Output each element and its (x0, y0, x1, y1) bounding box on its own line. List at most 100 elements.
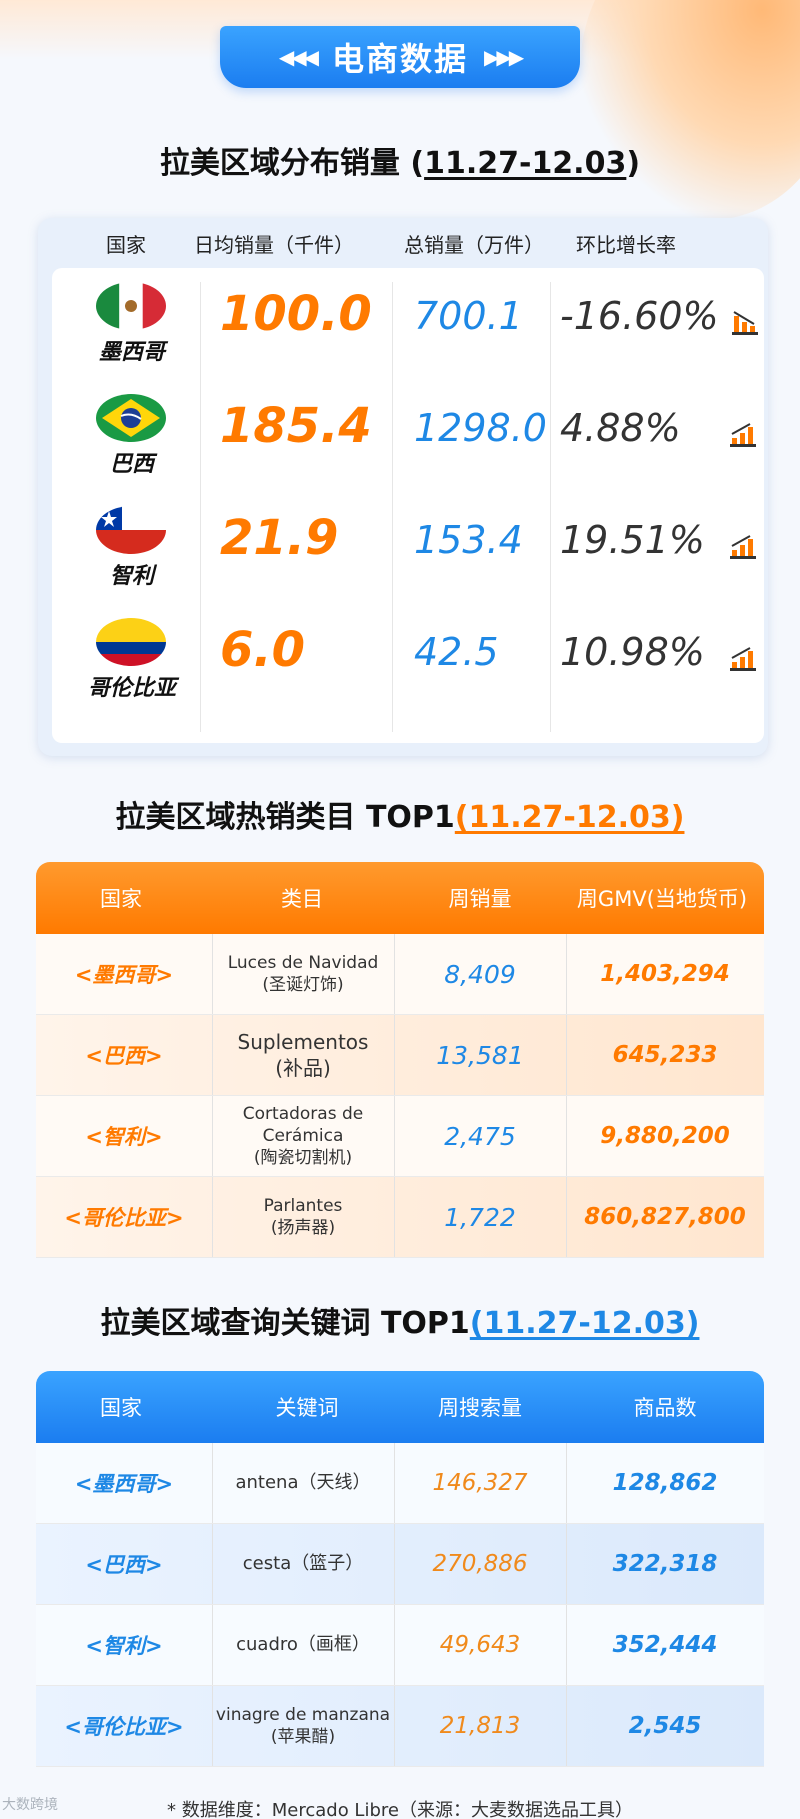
table-row: <智利> Cortadoras de Cerámica (陶瓷切割机) 2,47… (36, 1096, 764, 1177)
brazil-flag (96, 394, 166, 442)
weekly-searches-cell: 49,643 (439, 1632, 521, 1658)
product-count-cell: 128,862 (612, 1470, 718, 1496)
section3-title-range: (11.27-12.03) (469, 1306, 700, 1341)
category-cell: Luces de Navidad (圣诞灯饰) (212, 934, 394, 1014)
weekly-sales-cell: 13,581 (436, 1040, 524, 1070)
product-count-cell: 352,444 (612, 1632, 718, 1658)
keyword-cell: vinagre de manzana (苹果醋) (212, 1686, 394, 1766)
growth-rate-value: 10.98% (560, 630, 705, 674)
header-country: 国家 (100, 887, 142, 911)
country-name: 智利 (109, 564, 154, 589)
regional-sales-table: 国家 日均销量（千件） 总销量（万件） 环比增长率 墨西哥 100.0 700.… (38, 218, 768, 756)
column-divider (392, 282, 393, 732)
country-cell: <智利> (85, 1634, 163, 1658)
category-cell: Parlantes (扬声器) (212, 1177, 394, 1257)
section2-title-range: (11.27-12.03) (454, 800, 685, 835)
header-weekly-gmv: 周GMV(当地货币) (576, 887, 748, 911)
corner-decoration (580, 0, 800, 220)
header-keyword: 关键词 (275, 1396, 339, 1420)
gmv-cell: 9,880,200 (600, 1123, 730, 1149)
country-name: 巴西 (109, 452, 154, 477)
growth-rate-value: 4.88% (560, 406, 681, 450)
table-body: 墨西哥 100.0 700.1 -16.60% 巴西 185.4 1298.0 … (52, 268, 764, 743)
header-weekly-searches: 周搜索量 (438, 1396, 522, 1420)
total-sales-value: 1298.0 (414, 406, 547, 450)
keyword-text: vinagre de manzana (215, 1704, 391, 1725)
header-banner: ◀◀◀ 电商数据 ▶▶▶ (220, 26, 580, 88)
product-count-cell: 2,545 (628, 1713, 702, 1739)
table-row: <巴西> Suplementos (补品) 13,581 645,233 (36, 1015, 764, 1096)
search-keyword-table: 国家 关键词 周搜索量 商品数 <墨西哥> antena（天线） 146,327… (36, 1371, 764, 1767)
header-country: 国家 (100, 1396, 142, 1420)
country-cell: <智利> (85, 1125, 163, 1149)
country-cell: <哥伦比亚> (64, 1206, 184, 1230)
daily-sales-value: 185.4 (220, 398, 372, 454)
category-translation: (扬声器) (270, 1218, 336, 1238)
table-row: 智利 21.9 153.4 19.51% (52, 496, 764, 608)
trend-down-icon (732, 311, 758, 335)
category-name: Suplementos (237, 1030, 369, 1054)
category-translation: (补品) (275, 1056, 331, 1080)
weekly-searches-cell: 21,813 (439, 1713, 521, 1739)
country-cell: <墨西哥> (74, 963, 174, 987)
country-cell: <巴西> (85, 1553, 163, 1577)
growth-rate-value: 19.51% (560, 518, 705, 562)
keyword-cell: antena（天线） (212, 1443, 394, 1523)
daily-sales-value: 21.9 (220, 510, 339, 566)
weekly-searches-cell: 270,886 (432, 1551, 528, 1577)
hot-category-table: 国家 类目 周销量 周GMV(当地货币) <墨西哥> Luces de Navi… (36, 862, 764, 1258)
category-name: Luces de Navidad (227, 952, 379, 973)
table-row: <智利> cuadro（画框） 49,643 352,444 (36, 1605, 764, 1686)
section3-title-text: 拉美区域查询关键词 TOP1 (100, 1306, 470, 1341)
header-daily-sales: 日均销量（千件） (194, 232, 354, 257)
country-cell: <墨西哥> (74, 1472, 174, 1496)
keyword-text: cuadro（画框） (236, 1634, 370, 1656)
gmv-cell: 645,233 (612, 1042, 718, 1068)
column-divider (200, 282, 201, 732)
keyword-text: cesta（篮子） (242, 1553, 364, 1575)
category-cell: Cortadoras de Cerámica (陶瓷切割机) (212, 1096, 394, 1176)
header-category: 类目 (281, 887, 323, 911)
footer-note: * 数据维度：Mercado Libre（来源：大麦数据选品工具） (167, 1800, 633, 1819)
section3-title: 拉美区域查询关键词 TOP1(11.27-12.03) (0, 1298, 800, 1342)
section1-title-range: 11.27-12.03 (424, 146, 627, 181)
section1-title: 拉美区域分布销量 (11.27-12.03) (0, 138, 800, 182)
weekly-sales-cell: 1,722 (444, 1202, 516, 1232)
header-product-count: 商品数 (633, 1396, 697, 1420)
section1-title-text: 拉美区域分布销量 ( (159, 146, 425, 181)
total-sales-value: 153.4 (414, 518, 523, 562)
country-name: 哥伦比亚 (87, 676, 176, 701)
category-translation: (陶瓷切割机) (253, 1148, 353, 1169)
daily-sales-value: 100.0 (220, 286, 372, 342)
section2-title: 拉美区域热销类目 TOP1(11.27-12.03) (0, 792, 800, 836)
weekly-searches-cell: 146,327 (432, 1470, 528, 1496)
table-row: <哥伦比亚> Parlantes (扬声器) 1,722 860,827,800 (36, 1177, 764, 1258)
category-name-line2: Cerámica (262, 1125, 344, 1146)
country-cell: <哥伦比亚> (64, 1715, 184, 1739)
header-country: 国家 (106, 232, 146, 257)
weekly-sales-cell: 8,409 (444, 959, 516, 989)
table-row: 巴西 185.4 1298.0 4.88% (52, 384, 764, 496)
section2-title-text: 拉美区域热销类目 TOP1 (115, 800, 455, 835)
country-cell: <巴西> (85, 1044, 163, 1068)
trend-up-icon (730, 423, 756, 447)
total-sales-value: 42.5 (414, 630, 499, 674)
category-name: Cortadoras de (242, 1103, 364, 1124)
table-row: <墨西哥> Luces de Navidad (圣诞灯饰) 8,409 1,40… (36, 934, 764, 1015)
chile-flag (96, 506, 166, 554)
table-header: 国家 关键词 周搜索量 商品数 (36, 1371, 764, 1443)
category-name: Parlantes (263, 1195, 343, 1216)
table-row: 哥伦比亚 6.0 42.5 10.98% (52, 608, 764, 720)
daily-sales-value: 6.0 (220, 622, 306, 678)
table-header: 国家 类目 周销量 周GMV(当地货币) (36, 862, 764, 934)
header-growth-rate: 环比增长率 (576, 232, 676, 257)
banner-title: 电商数据 (331, 40, 468, 78)
section1-title-suffix: ) (626, 146, 641, 181)
header-total-sales: 总销量（万件） (404, 232, 544, 257)
table-header: 国家 日均销量（千件） 总销量（万件） 环比增长率 (38, 218, 768, 268)
weekly-sales-cell: 2,475 (444, 1121, 516, 1151)
category-translation: (圣诞灯饰) (262, 975, 344, 995)
total-sales-value: 700.1 (414, 294, 523, 338)
keyword-translation: (苹果醋) (270, 1727, 336, 1747)
keyword-cell: cesta（篮子） (212, 1524, 394, 1604)
